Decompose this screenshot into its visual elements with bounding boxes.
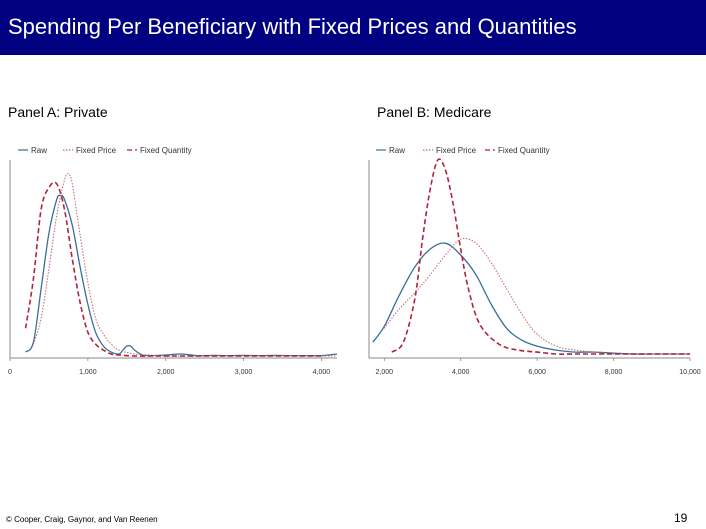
x-tick-label: 10,000 [679,369,701,376]
panel-b-title: Panel B: Medicare [377,104,492,120]
x-tick-label: 8,000 [605,369,623,376]
series-line-fixed-quantity [391,158,690,355]
x-tick-label: 2,000 [157,369,175,376]
legend-label: Raw [31,146,47,155]
copyright-footer: © Cooper, Craig, Gaynor, and Van Reenen [6,515,158,524]
page-number: 19 [674,511,688,525]
legend-label: Raw [389,146,405,155]
series-line-fixed-price [383,237,690,355]
x-tick-label: 4,000 [452,369,470,376]
x-tick-label: 6,000 [528,369,546,376]
title-bar: Spending Per Beneficiary with Fixed Pric… [0,0,706,55]
legend-label: Fixed Quantity [140,146,192,155]
x-tick-label: 3,000 [235,369,253,376]
legend-label: Fixed Quantity [498,146,550,155]
x-tick-label: 0 [8,369,12,376]
legend-label: Fixed Price [436,146,477,155]
series-line-fixed-quantity [24,181,322,357]
x-tick-label: 4,000 [313,369,331,376]
panel-a-title: Panel A: Private [8,104,108,120]
x-tick-label: 2,000 [376,369,394,376]
slide-title: Spending Per Beneficiary with Fixed Pric… [8,14,577,39]
x-tick-label: 1,000 [79,369,97,376]
legend-label: Fixed Price [76,146,117,155]
